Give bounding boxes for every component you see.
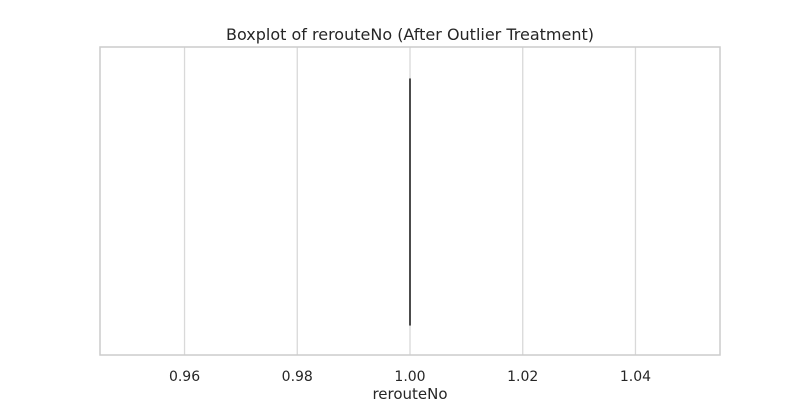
x-tick-label: 0.98 [282,369,313,385]
x-axis-label: rerouteNo [372,385,447,400]
x-tick-label: 1.00 [394,369,425,385]
x-tick-label: 1.04 [620,369,651,385]
x-tick-label: 1.02 [507,369,538,385]
x-tick-label: 0.96 [169,369,200,385]
x-tick-labels: 0.96 0.98 1.00 1.02 1.04 [169,369,651,385]
chart-title: Boxplot of rerouteNo (After Outlier Trea… [226,25,594,44]
